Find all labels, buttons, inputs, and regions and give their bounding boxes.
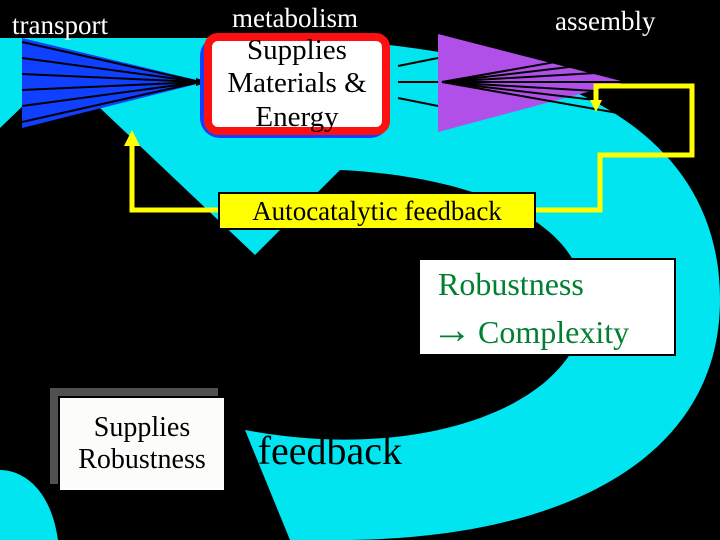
- supplies-robustness-box: Supplies Robustness: [58, 396, 226, 492]
- autocatalytic-text: Autocatalytic feedback: [252, 196, 502, 227]
- transport-label: transport: [12, 10, 108, 41]
- robustness-text: Robustness: [438, 266, 584, 303]
- supplies-materials-box: Supplies Materials & Energy: [204, 33, 390, 135]
- supplies-materials-line1: Supplies: [247, 34, 347, 67]
- regulatory-line1: Regulatory: [232, 382, 410, 428]
- metabolism-label: metabolism: [232, 3, 358, 34]
- implies-arrow-icon: →: [432, 310, 472, 350]
- robustness-complexity-box: Robustness → Complexity: [418, 258, 676, 356]
- regulatory-feedback-text: Regulatory feedback: [232, 382, 410, 474]
- supplies-materials-line2: Materials &: [227, 67, 366, 100]
- autocatalytic-box: Autocatalytic feedback: [218, 192, 536, 230]
- assembly-label: assembly: [555, 6, 656, 37]
- complexity-text: Complexity: [478, 314, 629, 351]
- supplies-materials-line3: Energy: [255, 101, 338, 134]
- supplies-robustness-line1: Supplies: [94, 412, 190, 444]
- supplies-robustness-line2: Robustness: [78, 444, 206, 476]
- regulatory-line2: feedback: [250, 428, 410, 474]
